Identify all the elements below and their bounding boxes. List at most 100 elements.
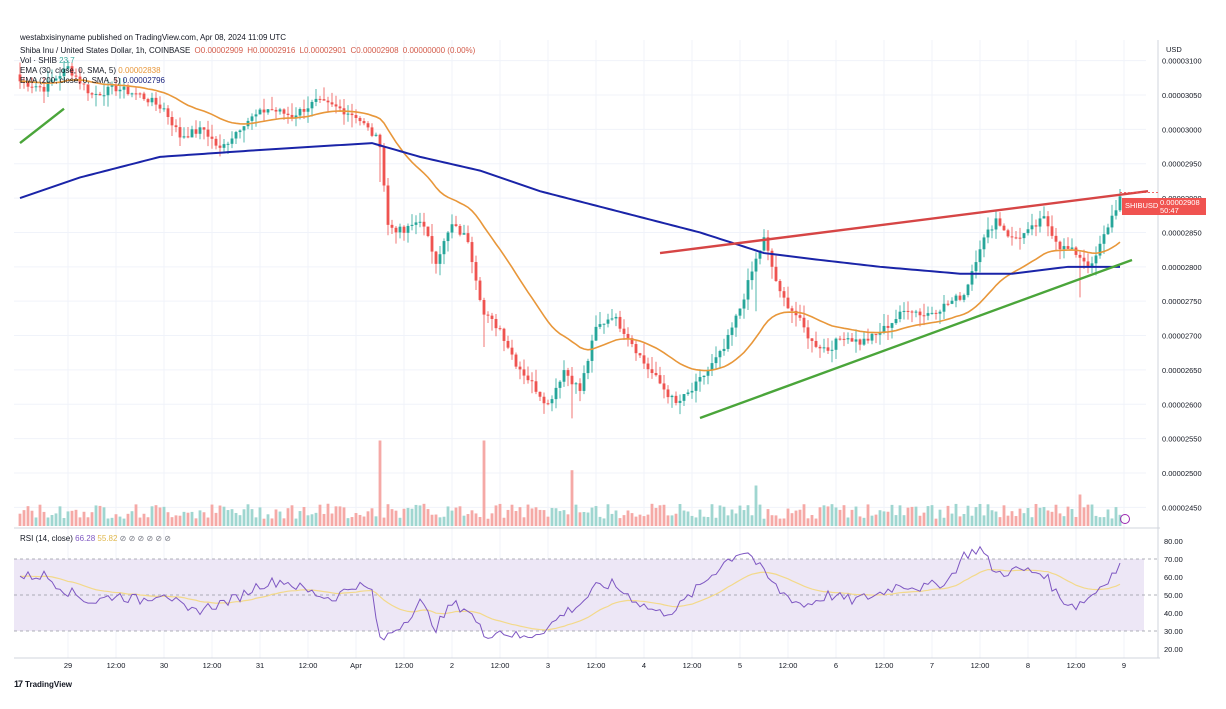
candle [382,147,386,186]
volume-bar [394,510,398,526]
rsi-legend[interactable]: RSI (14, close) 66.28 55.82 ⊘ ⊘ ⊘ ⊘ ⊘ ⊘ [20,534,171,543]
volume-value: 23.7 [59,56,75,65]
ema200-legend[interactable]: EMA (200, close, 0, SMA, 5) 0.00002796 [20,76,165,85]
volume-bar [726,515,730,526]
time-tick-label: 12:00 [299,661,318,670]
volume-bar [1050,511,1054,526]
symbol-description[interactable]: Shiba Inu / United States Dollar, 1h, CO… [20,46,191,55]
candle [910,311,914,313]
volume-bar [910,506,914,526]
volume-bar [882,511,886,526]
volume-bar [734,513,738,526]
volume-bar [194,518,198,526]
volume-bar [898,505,902,526]
candle [262,109,266,113]
candle [346,113,350,115]
ohlc-legend[interactable]: Shiba Inu / United States Dollar, 1h, CO… [20,46,475,55]
time-tick-label: 9 [1122,661,1126,670]
candle [566,370,570,376]
volume-bar [1094,515,1098,526]
volume-bar [806,518,810,526]
volume-bar [118,516,122,526]
volume-label[interactable]: Vol · SHIB [20,56,57,65]
volume-bar [558,511,562,526]
volume-bar [678,504,682,526]
candle [878,332,882,335]
candle [730,327,734,335]
volume-bar [314,512,318,526]
volume-legend[interactable]: Vol · SHIB 23.7 [20,56,75,65]
candle [278,109,282,112]
tradingview-logo[interactable]: 17 TradingView [14,679,72,689]
rsi-visibility-icons[interactable]: ⊘ ⊘ ⊘ ⊘ ⊘ ⊘ [119,534,172,543]
volume-bar [490,513,494,526]
candle [762,237,766,251]
volume-bar [374,516,378,526]
candle [502,328,506,341]
candle [586,360,590,374]
candle [714,357,718,364]
candle [674,395,678,403]
rsi-pane[interactable] [14,545,1158,641]
time-tick-label: Apr [350,661,362,670]
volume-bar [994,511,998,526]
candle [630,338,634,345]
candle [922,315,926,317]
candle [302,109,306,112]
volume-bar [930,505,934,526]
candle [842,338,846,340]
rsi-tick-label: 80.00 [1164,537,1183,546]
volume-bar [42,511,46,526]
volume-bar [338,506,342,526]
volume-bar [658,505,662,526]
rsi-label[interactable]: RSI (14, close) [20,534,73,543]
volume-bar [450,510,454,526]
candle [782,291,786,298]
candle [826,347,830,351]
volume-bar [1110,518,1114,526]
volume-bar [654,507,658,526]
volume-bar [1006,515,1010,526]
candle [638,353,642,356]
volume-bar [270,518,274,526]
candle [894,319,898,324]
tradingview-logo-icon: 17 [14,679,23,689]
candle [330,102,334,105]
ema200-label[interactable]: EMA (200, close, 0, SMA, 5) [20,76,121,85]
candle [158,104,162,109]
candle [1114,210,1118,216]
candle [122,86,126,90]
volume-bar [562,510,566,526]
volume-bar [1062,516,1066,526]
candle [198,127,202,134]
indicator-layer [19,79,1158,420]
candle [38,86,42,88]
candle [1006,230,1010,237]
candle [414,222,418,225]
volume-bar [274,509,278,526]
volume-bar [134,504,138,526]
candle [918,311,922,316]
price-tick-label: 0.00002600 [1162,400,1202,409]
candle-layer[interactable] [18,60,1122,419]
ema30-label[interactable]: EMA (30, close, 0, SMA, 5) [20,66,117,75]
volume-bar [266,514,270,526]
volume-bar [530,508,534,526]
volume-bar [342,507,346,526]
candle [726,334,730,349]
volume-bar [738,505,742,526]
price-tick-label: 0.00002950 [1162,160,1202,169]
candle [202,127,206,130]
candle [294,115,298,118]
volume-bar [634,516,638,526]
candle [494,318,498,329]
candle [914,311,918,313]
candle [734,315,738,328]
candle [426,226,430,237]
ema30-legend[interactable]: EMA (30, close, 0, SMA, 5) 0.00002838 [20,66,161,75]
volume-bar [626,510,630,526]
candle [682,394,686,401]
price-axis-currency: USD [1166,45,1182,54]
